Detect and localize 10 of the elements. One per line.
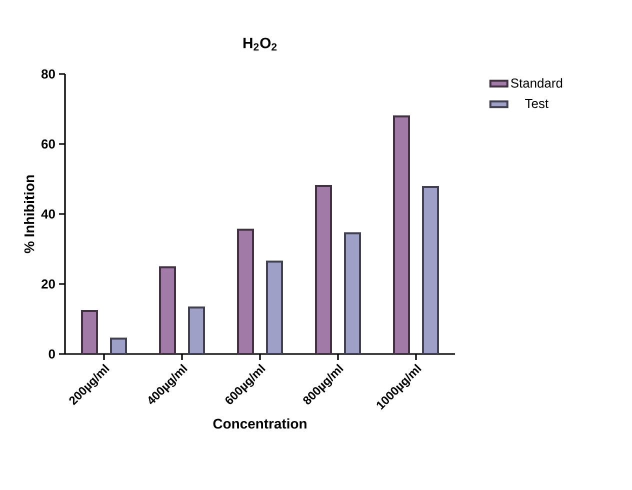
x-axis-title: Concentration	[213, 418, 306, 429]
y-tick-label: 20	[42, 279, 55, 289]
chart-title: H$_{2}$O$_{2}$	[243, 38, 277, 51]
y-tick-label: 40	[41, 209, 55, 219]
legend-label: Test	[525, 99, 548, 108]
y-axis-title: % Inhibition	[24, 175, 34, 254]
y-tick-label: 80	[41, 69, 55, 79]
y-tick-label: 60	[42, 139, 55, 149]
y-tick-label: 0	[48, 349, 55, 359]
legend-label: Standard	[510, 78, 562, 88]
